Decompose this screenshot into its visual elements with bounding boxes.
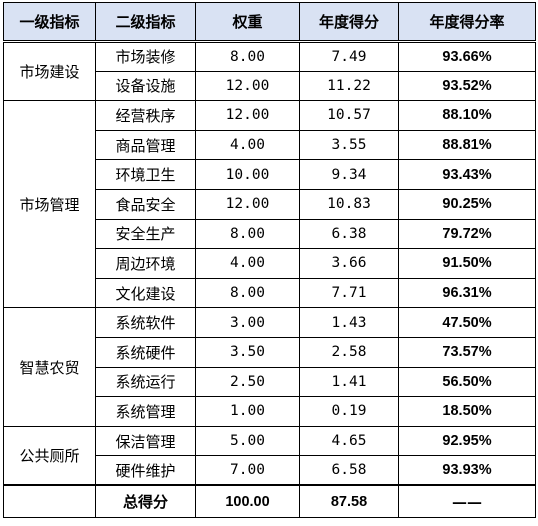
indicator-cell: 系统运行 xyxy=(95,366,196,398)
total-category-cell xyxy=(3,484,96,518)
table-row: 商品管理 4.00 3.55 88.81% xyxy=(4,129,536,161)
score-cell: 1.43 xyxy=(299,307,399,338)
header-indicator: 二级指标 xyxy=(95,2,196,43)
total-weight: 100.00 xyxy=(195,484,300,518)
weight-cell: 5.00 xyxy=(195,425,300,457)
table-row: 市场管理 经营秩序 12.00 10.57 88.10% xyxy=(3,100,536,309)
weight-cell: 12.00 xyxy=(195,188,300,220)
header-rate: 年度得分率 xyxy=(398,2,536,43)
total-label: 总得分 xyxy=(95,484,196,518)
rate-cell: 79.72% xyxy=(398,218,536,250)
indicator-cell: 硬件维护 xyxy=(95,455,196,486)
table-row: 公共厕所 保洁管理 5.00 4.65 92.95% xyxy=(3,425,536,486)
score-cell: 10.83 xyxy=(299,188,399,220)
table-row: 智慧农贸 系统软件 3.00 1.43 47.50% xyxy=(3,307,536,427)
total-row: 总得分 100.00 87.58 —— xyxy=(3,484,536,518)
category-cell: 市场管理 xyxy=(3,100,96,309)
total-score: 87.58 xyxy=(299,484,399,518)
score-cell: 1.41 xyxy=(299,366,399,398)
weight-cell: 2.50 xyxy=(195,366,300,398)
header-row: 一级指标 二级指标 权重 年度得分 年度得分率 xyxy=(3,2,536,43)
rate-cell: 88.81% xyxy=(398,129,536,161)
score-cell: 3.55 xyxy=(299,129,399,161)
rate-cell: 93.93% xyxy=(398,455,536,486)
score-cell: 4.65 xyxy=(299,425,399,457)
indicator-cell: 设备设施 xyxy=(95,70,196,102)
table-row: 市场建设 市场装修 8.00 7.49 93.66% xyxy=(3,40,536,102)
weight-cell: 10.00 xyxy=(195,159,300,190)
score-table: 一级指标 二级指标 权重 年度得分 年度得分率 市场建设 市场装修 8.00 7… xyxy=(3,2,536,518)
rate-cell: 92.95% xyxy=(398,425,536,457)
rate-cell: 73.57% xyxy=(398,336,536,368)
weight-cell: 12.00 xyxy=(195,70,300,102)
table-row: 食品安全 12.00 10.83 90.25% xyxy=(4,188,536,220)
weight-cell: 8.00 xyxy=(195,277,300,309)
rate-cell: 93.66% xyxy=(398,41,536,72)
indicator-cell: 食品安全 xyxy=(95,188,196,220)
score-cell: 7.49 xyxy=(299,41,399,72)
category-cell: 市场建设 xyxy=(3,40,96,102)
rate-cell: 18.50% xyxy=(398,396,536,427)
header-weight: 权重 xyxy=(195,2,300,43)
rate-cell: 56.50% xyxy=(398,366,536,398)
weight-cell: 4.00 xyxy=(195,248,300,279)
weight-cell: 3.50 xyxy=(195,336,300,368)
table-row: 系统硬件 3.50 2.58 73.57% xyxy=(4,336,536,368)
score-cell: 2.58 xyxy=(299,336,399,368)
indicator-cell: 商品管理 xyxy=(95,129,196,161)
rate-cell: 91.50% xyxy=(398,248,536,279)
score-cell: 6.58 xyxy=(299,455,399,486)
category-cell: 智慧农贸 xyxy=(3,307,96,427)
weight-cell: 12.00 xyxy=(195,100,300,131)
indicator-cell: 文化建设 xyxy=(95,277,196,309)
table-body: 市场建设 市场装修 8.00 7.49 93.66% 设备设施 12.00 11… xyxy=(3,40,536,486)
score-cell: 3.66 xyxy=(299,248,399,279)
indicator-cell: 市场装修 xyxy=(95,41,196,72)
header-score: 年度得分 xyxy=(299,2,399,43)
rate-cell: 90.25% xyxy=(398,188,536,220)
weight-cell: 1.00 xyxy=(195,396,300,427)
table-row: 周边环境 4.00 3.66 91.50% xyxy=(4,248,536,279)
weight-cell: 3.00 xyxy=(195,307,300,338)
table-row: 文化建设 8.00 7.71 96.31% xyxy=(4,277,536,309)
rate-cell: 88.10% xyxy=(398,100,536,131)
score-cell: 10.57 xyxy=(299,100,399,131)
indicator-cell: 保洁管理 xyxy=(95,425,196,457)
header-category: 一级指标 xyxy=(3,2,96,43)
weight-cell: 8.00 xyxy=(195,218,300,250)
category-cell: 公共厕所 xyxy=(3,425,96,486)
indicator-cell: 经营秩序 xyxy=(95,100,196,131)
table-row: 安全生产 8.00 6.38 79.72% xyxy=(4,218,536,250)
rate-cell: 47.50% xyxy=(398,307,536,338)
weight-cell: 4.00 xyxy=(195,129,300,161)
indicator-cell: 周边环境 xyxy=(95,248,196,279)
weight-cell: 8.00 xyxy=(195,41,300,72)
table-row: 设备设施 12.00 11.22 93.52% xyxy=(4,70,536,102)
table-row: 硬件维护 7.00 6.58 93.93% xyxy=(4,455,536,486)
indicator-cell: 系统管理 xyxy=(95,396,196,427)
indicator-cell: 环境卫生 xyxy=(95,159,196,190)
rate-cell: 93.52% xyxy=(398,70,536,102)
rate-cell: 96.31% xyxy=(398,277,536,309)
weight-cell: 7.00 xyxy=(195,455,300,486)
table-row: 环境卫生 10.00 9.34 93.43% xyxy=(4,159,536,190)
score-cell: 6.38 xyxy=(299,218,399,250)
indicator-cell: 系统软件 xyxy=(95,307,196,338)
indicator-cell: 安全生产 xyxy=(95,218,196,250)
score-cell: 7.71 xyxy=(299,277,399,309)
rate-cell: 93.43% xyxy=(398,159,536,190)
score-cell: 9.34 xyxy=(299,159,399,190)
total-rate: —— xyxy=(398,484,536,518)
indicator-cell: 系统硬件 xyxy=(95,336,196,368)
score-cell: 0.19 xyxy=(299,396,399,427)
score-cell: 11.22 xyxy=(299,70,399,102)
